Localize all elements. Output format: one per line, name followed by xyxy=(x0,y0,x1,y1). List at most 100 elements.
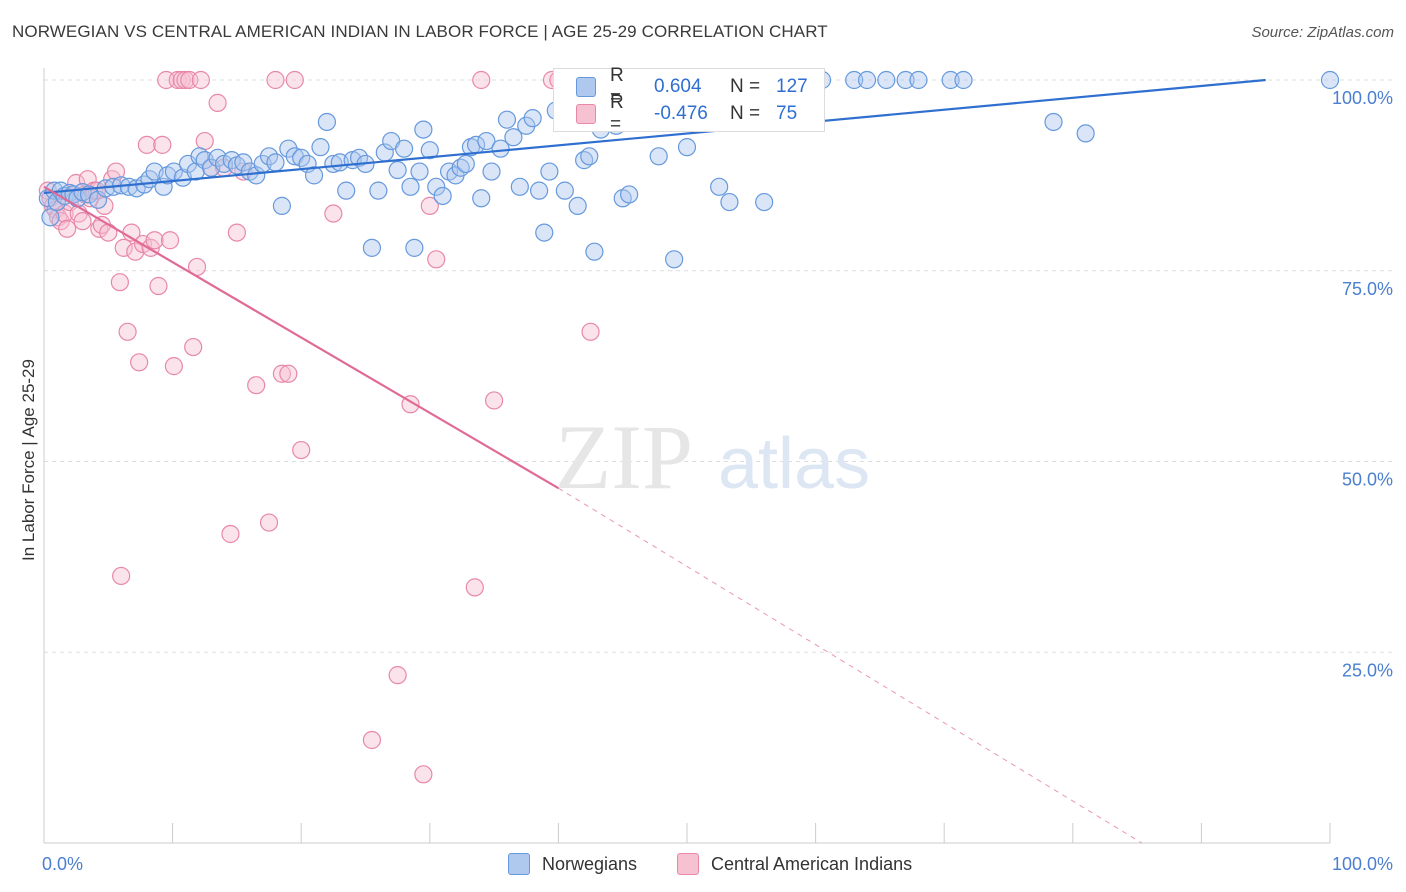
legend-swatch-pink xyxy=(677,853,699,875)
data-point-norwegian xyxy=(857,70,877,90)
data-point-norwegian xyxy=(427,177,446,196)
data-point-norwegian xyxy=(401,177,420,196)
data-point-norwegian xyxy=(497,110,517,129)
legend-r-value: 0.604 xyxy=(654,76,702,97)
data-point-norwegian xyxy=(941,70,960,90)
data-point-central-american-indian xyxy=(149,276,168,296)
data-point-central-american-indian xyxy=(420,196,439,215)
legend-n-value: 127 xyxy=(776,76,808,97)
data-point-central-american-indian xyxy=(414,765,433,784)
data-point-norwegian xyxy=(517,116,536,135)
legend-r-value: -0.476 xyxy=(654,103,708,124)
legend-label-central-american-indians: Central American Indians xyxy=(711,853,913,874)
data-point-central-american-indian xyxy=(110,273,129,292)
data-point-central-american-indian xyxy=(485,391,504,410)
legend-n-label: N = xyxy=(730,103,761,124)
trend-line-central-american-indians xyxy=(43,185,559,490)
data-point-norwegian xyxy=(954,70,973,90)
x-tick-label: 0.0% xyxy=(42,854,83,874)
data-point-norwegian xyxy=(845,70,864,90)
data-point-central-american-indian xyxy=(227,223,246,242)
legend-n-label: N = xyxy=(730,76,761,97)
data-point-central-american-indian xyxy=(172,70,191,90)
data-point-central-american-indian xyxy=(285,70,304,90)
data-point-central-american-indian xyxy=(292,440,311,460)
data-point-central-american-indian xyxy=(58,219,77,238)
y-tick-label: 25.0% xyxy=(1342,660,1393,680)
watermark-zip: ZIP xyxy=(555,406,693,508)
data-point-central-american-indian xyxy=(130,353,149,372)
data-point-norwegian xyxy=(877,70,896,90)
data-point-norwegian xyxy=(324,154,343,174)
data-point-norwegian xyxy=(272,196,292,215)
data-point-norwegian xyxy=(337,181,356,200)
x-tick-label: 100.0% xyxy=(1332,854,1393,874)
data-point-central-american-indian xyxy=(73,212,92,231)
trend-lines xyxy=(43,78,1266,844)
correlation-legend: R = 0.604 N = 127 R = -0.476 N = 75 xyxy=(553,65,825,135)
data-point-central-american-indian xyxy=(126,242,145,261)
data-point-central-american-indian xyxy=(137,135,156,154)
data-point-norwegian xyxy=(755,192,774,212)
legend-swatch-blue xyxy=(576,77,596,97)
data-point-norwegian xyxy=(362,238,382,257)
data-point-central-american-indian xyxy=(266,70,285,90)
data-point-norwegian xyxy=(369,181,388,200)
y-axis-label: In Labor Force | Age 25-29 xyxy=(19,359,38,561)
data-point-norwegian xyxy=(266,153,285,172)
data-point-norwegian xyxy=(222,151,241,170)
data-point-central-american-indian xyxy=(195,131,214,151)
data-point-norwegian xyxy=(477,131,496,151)
y-tick-label: 100.0% xyxy=(1332,88,1393,108)
data-point-norwegian xyxy=(414,120,433,139)
legend-item-central-american-indians: Central American Indians xyxy=(677,852,912,876)
data-point-norwegian xyxy=(720,192,739,212)
data-point-central-american-indian xyxy=(259,513,279,532)
legend-r-label: R = xyxy=(610,92,624,135)
axes xyxy=(43,68,1331,844)
data-point-central-american-indian xyxy=(221,524,240,544)
data-point-central-american-indian xyxy=(581,322,600,341)
legend-r-label: R = xyxy=(610,65,624,108)
watermark-atlas: atlas xyxy=(718,424,870,504)
data-point-central-american-indian xyxy=(465,578,484,597)
data-point-central-american-indian xyxy=(118,322,137,341)
data-point-norwegian xyxy=(510,177,529,196)
data-point-norwegian xyxy=(311,138,330,157)
data-point-norwegian xyxy=(555,181,574,200)
watermark: ZIP atlas xyxy=(555,406,870,508)
data-point-norwegian xyxy=(279,139,298,158)
trend-line-extension xyxy=(558,487,1143,844)
legend-swatch-pink xyxy=(576,104,596,124)
y-tick-label: 75.0% xyxy=(1342,279,1393,299)
data-point-norwegian xyxy=(504,128,523,147)
data-point-norwegian xyxy=(710,177,729,196)
data-point-central-american-indian xyxy=(145,231,164,250)
chart-source: Source: ZipAtlas.com xyxy=(1251,24,1394,41)
data-point-central-american-indian xyxy=(99,223,118,242)
tick-labels: 25.0% 50.0% 75.0% 100.0% 0.0% 100.0% xyxy=(42,88,1393,874)
legend-label-norwegians: Norwegians xyxy=(542,853,638,874)
data-point-norwegian xyxy=(540,162,559,181)
data-point-central-american-indian xyxy=(160,231,180,250)
data-point-norwegian xyxy=(649,147,668,166)
trend-line-norwegians xyxy=(43,78,1266,195)
data-point-norwegian xyxy=(665,250,684,269)
data-point-central-american-indian xyxy=(324,204,343,223)
data-point-central-american-indian xyxy=(191,70,210,90)
data-point-norwegian xyxy=(535,223,554,242)
data-point-central-american-indian xyxy=(427,250,446,269)
data-point-norwegian xyxy=(491,139,510,158)
data-point-central-american-indian xyxy=(208,93,227,112)
data-point-norwegian xyxy=(568,196,587,215)
data-point-norwegian xyxy=(456,154,475,174)
data-point-norwegian xyxy=(388,160,407,180)
data-point-central-american-indian xyxy=(184,337,203,357)
data-point-norwegian xyxy=(247,166,266,185)
data-point-norwegian xyxy=(620,185,639,204)
data-point-norwegian xyxy=(530,181,549,200)
chart-title: NORWEGIAN VS CENTRAL AMERICAN INDIAN IN … xyxy=(12,22,828,41)
data-point-central-american-indian xyxy=(472,70,491,90)
legend-row-central-american-indians: R = -0.476 N = 75 xyxy=(576,92,852,135)
data-point-central-american-indian xyxy=(112,566,131,586)
